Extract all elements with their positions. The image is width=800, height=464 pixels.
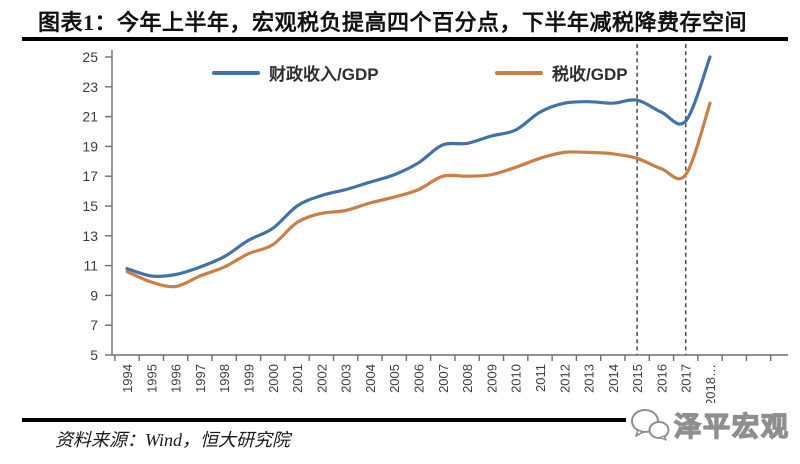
x-tick-label-2013: 2013 xyxy=(582,364,597,393)
series-lines xyxy=(125,55,712,289)
legend-label-tax: 税收/GDP xyxy=(552,65,628,84)
x-tick-label-2011: 2011 xyxy=(533,364,548,392)
y-tick-label-17: 17 xyxy=(82,168,98,184)
x-tick-label-2000: 2000 xyxy=(266,364,281,393)
x-tick-label-2007: 2007 xyxy=(436,364,451,393)
x-tick-label-1997: 1997 xyxy=(193,364,208,393)
legend-label-fiscal-revenue: 财政收入/GDP xyxy=(269,65,379,84)
watermark-text: 泽平宏观 xyxy=(673,411,790,442)
y-tick-label-19: 19 xyxy=(82,138,98,154)
x-tick-label-2002: 2002 xyxy=(314,364,329,393)
x-tick-label-2005: 2005 xyxy=(387,364,402,393)
y-tick-label-7: 7 xyxy=(90,317,98,333)
y-tick-label-21: 21 xyxy=(82,109,98,125)
x-tick-label-2016: 2016 xyxy=(654,364,669,393)
y-tick-labels: 5 7 9 11 13 15 17 19 21 23 25 xyxy=(82,49,98,363)
watermark: 泽平宏观 xyxy=(626,403,794,446)
y-tick-label-23: 23 xyxy=(82,79,98,95)
x-tick-label-1999: 1999 xyxy=(242,364,257,393)
x-tick-label-2003: 2003 xyxy=(339,364,354,393)
x-tick-label-2018: 2018… xyxy=(703,364,718,406)
x-tick-label-1996: 1996 xyxy=(169,364,184,393)
legend-item-fiscal-revenue: 财政收入/GDP xyxy=(212,60,495,85)
x-tick-label-2006: 2006 xyxy=(412,364,427,393)
y-tick-label-15: 15 xyxy=(82,198,98,214)
x-tick-label-2010: 2010 xyxy=(509,364,524,393)
chart-title: 图表1：今年上半年，宏观税负提高四个百分点，下半年减税降费存空间 xyxy=(38,10,748,35)
wechat-icon xyxy=(631,408,670,441)
x-tick-label-2012: 2012 xyxy=(557,364,572,393)
fiscal-revenue-line-swatch xyxy=(212,70,260,75)
x-tick-label-2015: 2015 xyxy=(630,364,645,393)
tax-gdp-line xyxy=(125,101,712,289)
x-tick-label-2009: 2009 xyxy=(484,364,499,393)
x-tick-labels: 1994 1995 1996 1997 1998 1999 2000 2001 2002 2003… xyxy=(120,364,718,406)
x-tick-label-1994: 1994 xyxy=(120,364,135,393)
legend-item-tax: 税收/GDP xyxy=(495,60,628,85)
y-tick-label-5: 5 xyxy=(90,347,98,363)
fiscal-revenue-gdp-line xyxy=(125,55,712,278)
x-tick-label-1995: 1995 xyxy=(144,364,159,393)
x-tick-label-2017: 2017 xyxy=(679,364,694,393)
x-tick-label-2004: 2004 xyxy=(363,364,378,393)
y-tick-label-13: 13 xyxy=(82,228,98,244)
dashed-vlines xyxy=(636,44,687,355)
x-tick-label-2008: 2008 xyxy=(460,364,475,393)
x-tick-label-2001: 2001 xyxy=(290,364,305,393)
x-tick-label-2014: 2014 xyxy=(606,364,621,393)
legend: 财政收入/GDP 税收/GDP xyxy=(212,60,628,85)
axes xyxy=(105,50,788,361)
tax-line-swatch xyxy=(495,70,543,75)
y-tick-label-11: 11 xyxy=(83,258,98,274)
footer-rule xyxy=(22,418,788,422)
x-tick-label-1998: 1998 xyxy=(217,364,232,393)
y-tick-label-25: 25 xyxy=(82,49,98,65)
title-underline xyxy=(22,37,788,41)
source-note: 资料来源：Wind，恒大研究院 xyxy=(55,430,291,450)
y-tick-label-9: 9 xyxy=(90,287,98,303)
